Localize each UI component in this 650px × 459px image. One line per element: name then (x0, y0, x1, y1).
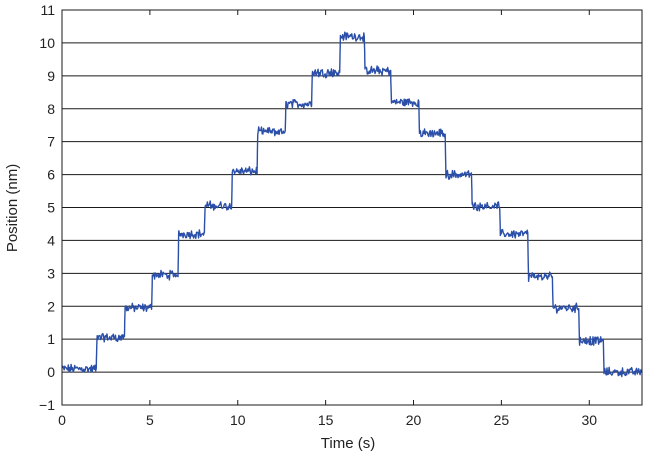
x-tick-label: 30 (581, 412, 597, 428)
y-tick-label: −1 (39, 397, 55, 413)
x-tick-label: 20 (406, 412, 422, 428)
x-tick-label: 10 (230, 412, 246, 428)
series-group (61, 31, 643, 378)
y-axis: −1 0 1 2 3 4 5 6 7 8 9 10 11 (39, 2, 55, 413)
x-tick-label: 15 (318, 412, 334, 428)
y-tick-label: 6 (47, 167, 55, 183)
x-tick-label: 0 (58, 412, 66, 428)
y-tick-label: 9 (47, 68, 55, 84)
y-tick-label: 3 (47, 265, 55, 281)
y-axis-label: Position (nm) (4, 164, 21, 252)
x-axis: 0 5 10 15 20 25 30 (58, 10, 597, 428)
position-trace-line (61, 31, 643, 378)
y-tick-label: 8 (47, 101, 55, 117)
y-tick-label: 2 (47, 298, 55, 314)
y-tick-label: 0 (47, 364, 55, 380)
y-tick-label: 10 (39, 35, 55, 51)
plot-frame (61, 9, 643, 406)
y-tick-label: 5 (47, 200, 55, 216)
y-tick-label: 11 (40, 2, 55, 18)
x-axis-label: Time (s) (321, 435, 375, 452)
y-tick-label: 1 (47, 331, 55, 347)
y-tick-label: 4 (47, 232, 55, 248)
x-tick-label: 5 (146, 412, 154, 428)
grid (62, 9, 642, 406)
x-tick-label: 25 (494, 412, 510, 428)
y-tick-label: 7 (47, 134, 55, 150)
